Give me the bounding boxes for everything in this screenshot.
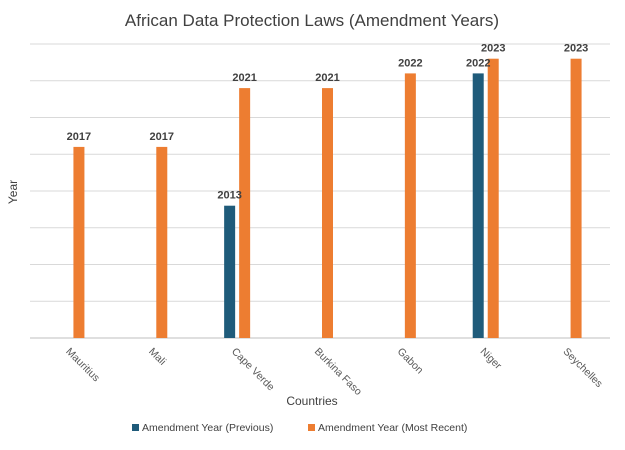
- data-label: 2023: [481, 43, 505, 55]
- y-axis-label: Year: [6, 180, 20, 204]
- legend-swatch: [132, 424, 139, 431]
- bar: [404, 73, 416, 339]
- x-tick-label: Cape Verde: [229, 346, 277, 394]
- bar: [239, 88, 251, 338]
- data-label: 2023: [564, 43, 588, 55]
- data-label: 2022: [398, 57, 422, 69]
- legend-label: Amendment Year (Most Recent): [318, 422, 467, 434]
- bar: [570, 58, 582, 338]
- x-tick-label: Seychelles: [560, 346, 604, 390]
- x-tick-label: Gabon: [395, 346, 426, 377]
- legend-swatch: [308, 424, 315, 431]
- data-label: 2021: [232, 72, 256, 84]
- legend: Amendment Year (Previous) Amendment Year …: [132, 422, 467, 434]
- x-tick-labels: Mauritius Mali Cape Verde Burkina Faso Gabon…: [63, 346, 605, 398]
- x-tick-label: Mali: [146, 346, 168, 368]
- x-tick-label: Mauritius: [63, 346, 102, 385]
- bar: [73, 146, 85, 338]
- bars: [73, 58, 582, 339]
- x-axis-label: Countries: [286, 394, 337, 408]
- x-tick-label: Burkina Faso: [312, 346, 364, 398]
- bar: [322, 88, 333, 338]
- gridlines: [30, 43, 610, 339]
- bar: [472, 73, 484, 339]
- data-label: 2022: [466, 57, 490, 69]
- bar: [156, 146, 168, 338]
- bar: [224, 205, 236, 338]
- data-label: 2021: [315, 72, 339, 84]
- data-label: 2017: [150, 131, 174, 143]
- bar: [487, 58, 499, 338]
- data-label: 2017: [67, 131, 91, 143]
- legend-label: Amendment Year (Previous): [142, 422, 273, 434]
- x-tick-label: Niger: [478, 346, 505, 373]
- data-labels: 2017 2017 2013 2021 2021 2022 2022 2023 2023: [67, 43, 589, 202]
- data-label: 2013: [217, 190, 241, 202]
- chart-title: African Data Protection Laws (Amendment …: [125, 11, 499, 30]
